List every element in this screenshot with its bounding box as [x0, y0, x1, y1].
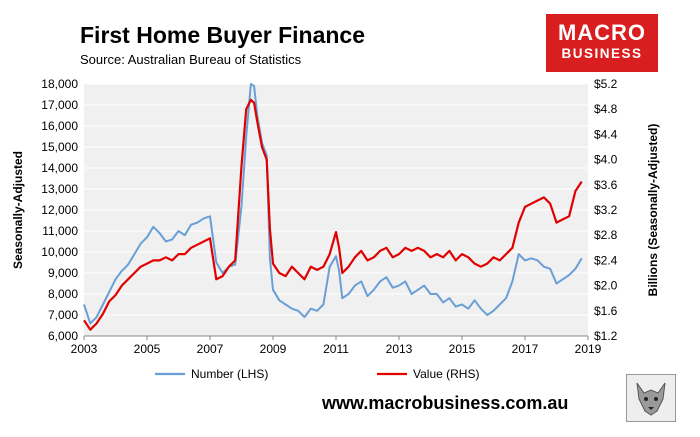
x-tick-label: 2017: [512, 342, 539, 356]
y-axis-label: Seasonally-Adjusted: [11, 151, 25, 269]
y2-axis-label: Billions (Seasonally-Adjusted): [646, 124, 660, 297]
y-tick-label: 7,000: [48, 308, 78, 322]
y2-tick-label: $1.6: [594, 304, 618, 318]
y-tick-label: 18,000: [41, 77, 78, 91]
series-line-number: [83, 83, 583, 325]
y-tick-label: 10,000: [41, 245, 78, 259]
series-line-value: [83, 98, 583, 331]
x-tick-label: 2019: [575, 342, 602, 356]
y-tick-label: 9,000: [48, 266, 78, 280]
y-tick-label: 14,000: [41, 161, 78, 175]
y2-tick-label: $4.8: [594, 102, 618, 116]
x-tick-label: 2015: [449, 342, 476, 356]
x-tick-label: 2009: [260, 342, 287, 356]
logo-line-2: BUSINESS: [561, 46, 643, 61]
logo-line-1: MACRO: [557, 20, 647, 45]
legend-label-value: Value (RHS): [413, 367, 479, 381]
y-tick-label: 12,000: [41, 203, 78, 217]
y-tick-label: 8,000: [48, 287, 78, 301]
footer-url[interactable]: www.macrobusiness.com.au: [322, 393, 569, 413]
x-tick-label: 2013: [386, 342, 413, 356]
series-lines: [83, 83, 583, 331]
x-axis-ticks: 2003 2005 2007 2009 2011 2013 2015 2017 2019: [71, 336, 602, 356]
y2-tick-label: $3.6: [594, 178, 618, 192]
y-tick-label: 6,000: [48, 329, 78, 343]
x-tick-label: 2007: [197, 342, 224, 356]
y-axis-ticks: 6,000 7,000 8,000 9,000 10,000 11,000 12,000 13…: [41, 77, 78, 343]
macrobusiness-logo: MACRO BUSINESS: [546, 14, 658, 72]
y2-tick-label: $2.8: [594, 228, 618, 242]
y-tick-label: 17,000: [41, 98, 78, 112]
y2-tick-label: $4.4: [594, 127, 618, 141]
legend-label-number: Number (LHS): [191, 367, 268, 381]
y-tick-label: 11,000: [42, 224, 78, 238]
legend: Number (LHS) Value (RHS): [155, 367, 479, 381]
y2-tick-label: $1.2: [594, 329, 618, 343]
chart-source: Source: Australian Bureau of Statistics: [80, 52, 302, 67]
y-tick-label: 13,000: [41, 182, 78, 196]
wolf-emblem-icon: [626, 374, 676, 422]
y2-tick-label: $2.4: [594, 253, 618, 267]
x-tick-label: 2005: [134, 342, 161, 356]
chart-title: First Home Buyer Finance: [80, 22, 366, 48]
y2-axis-ticks: $1.2 $1.6 $2.0 $2.4 $2.8 $3.2 $3.6 $4.0 $4.4 $4.8…: [594, 77, 618, 343]
x-tick-label: 2011: [323, 342, 349, 356]
x-tick-label: 2003: [71, 342, 98, 356]
y2-tick-label: $4.0: [594, 153, 618, 167]
y2-tick-label: $2.0: [594, 279, 618, 293]
y-tick-label: 16,000: [41, 119, 78, 133]
y2-tick-label: $3.2: [594, 203, 618, 217]
grid-lines: [84, 83, 588, 337]
y2-tick-label: $5.2: [594, 77, 618, 91]
y-tick-label: 15,000: [41, 140, 78, 154]
